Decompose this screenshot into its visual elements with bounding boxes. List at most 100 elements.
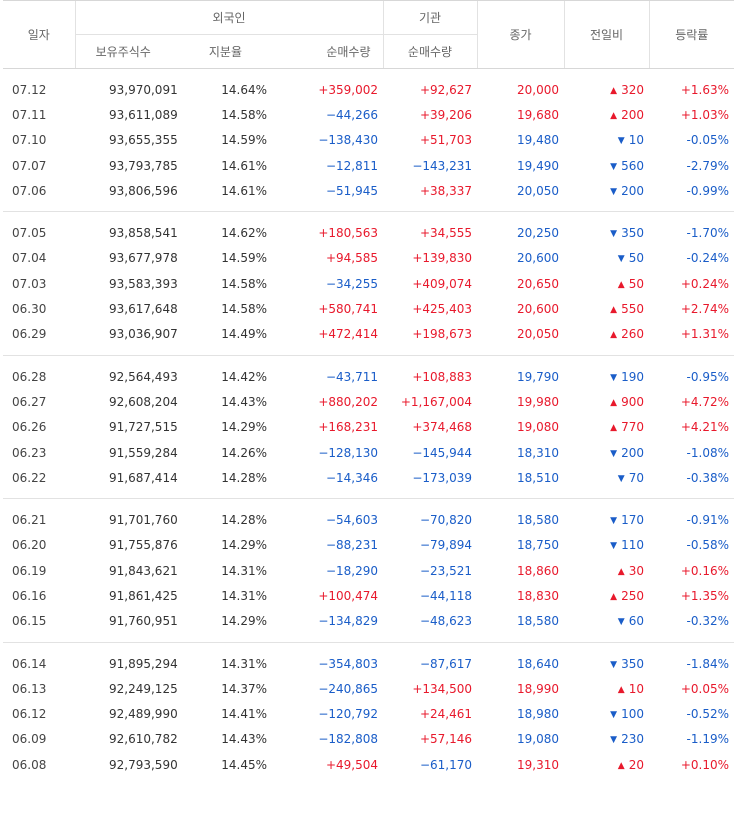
date-cell: 06.29: [12, 327, 47, 342]
ratio-cell: 14.64%: [221, 82, 267, 97]
date-cell: 06.16: [12, 588, 47, 603]
holdings-cell: 92,489,990: [109, 707, 178, 722]
date-cell: 06.26: [12, 420, 47, 435]
rate-cell: -0.38%: [686, 470, 729, 485]
ratio-cell: 14.29%: [221, 538, 267, 553]
rate-cell: +0.16%: [680, 563, 729, 578]
triangle-down-icon: ▼: [610, 448, 618, 459]
ratio-cell: 14.59%: [221, 133, 267, 148]
rate-cell: -0.91%: [686, 513, 729, 528]
header-change: 전일비: [563, 0, 649, 69]
header-rate: 등락률: [648, 0, 734, 69]
change-cell: ▼ 350: [564, 220, 649, 245]
change-value: 230: [621, 732, 644, 747]
change-value: 50: [628, 251, 644, 266]
change-cell: ▲ 250: [564, 583, 649, 608]
table-body: 07.12 93,970,091 14.64% +359,002 +92,627 20,0…: [3, 69, 734, 786]
triangle-up-icon: ▲: [610, 110, 618, 121]
change-value: 770: [621, 420, 644, 435]
date-cell: 07.05: [12, 226, 47, 241]
date-cell: 07.07: [12, 158, 47, 173]
inst-net-cell: −87,617: [419, 656, 472, 671]
date-cell: 07.04: [12, 251, 47, 266]
close-cell: 20,250: [517, 226, 559, 241]
change-cell: ▼ 110: [564, 533, 649, 558]
table-row: 06.14 91,895,294 14.31% −354,803 −87,617 18,6…: [3, 651, 734, 676]
close-cell: 18,980: [517, 707, 559, 722]
rate-cell: -1.19%: [686, 732, 729, 747]
change-cell: ▼ 70: [564, 465, 649, 490]
triangle-down-icon: ▼: [610, 372, 618, 383]
foreign-net-cell: −134,829: [318, 614, 378, 629]
rate-cell: +4.21%: [680, 420, 729, 435]
foreign-net-cell: −12,811: [325, 158, 378, 173]
group-divider: [3, 498, 734, 500]
change-value: 550: [621, 302, 644, 317]
rate-cell: +1.35%: [680, 588, 729, 603]
holdings-cell: 92,610,782: [109, 732, 178, 747]
table-row: 07.11 93,611,089 14.58% −44,266 +39,206 19,68…: [3, 102, 734, 127]
table-row: 06.15 91,760,951 14.29% −134,829 −48,623 18,5…: [3, 609, 734, 634]
table-row: 06.12 92,489,990 14.41% −120,792 +24,461 18,9…: [3, 702, 734, 727]
date-cell: 07.03: [12, 276, 47, 291]
change-cell: ▼ 560: [564, 153, 649, 178]
inst-net-cell: −23,521: [419, 563, 472, 578]
holdings-cell: 92,564,493: [109, 369, 178, 384]
triangle-up-icon: ▲: [617, 760, 625, 771]
close-cell: 20,000: [517, 82, 559, 97]
ratio-cell: 14.58%: [221, 107, 267, 122]
table-row: 06.08 92,793,590 14.45% +49,504 −61,170 19,31…: [3, 752, 734, 777]
date-cell: 06.13: [12, 681, 47, 696]
close-cell: 19,080: [517, 732, 559, 747]
inst-net-cell: −44,118: [419, 588, 472, 603]
date-cell: 06.21: [12, 513, 47, 528]
change-value: 70: [628, 470, 644, 485]
foreign-net-cell: −240,865: [318, 681, 378, 696]
change-value: 50: [628, 276, 644, 291]
close-cell: 19,680: [517, 107, 559, 122]
ratio-cell: 14.29%: [221, 420, 267, 435]
inst-net-cell: +108,883: [412, 369, 472, 384]
holdings-cell: 92,793,590: [109, 757, 178, 772]
ratio-cell: 14.41%: [221, 707, 267, 722]
inst-net-cell: +24,461: [419, 707, 472, 722]
change-cell: ▲ 320: [564, 77, 649, 102]
foreign-net-cell: −354,803: [318, 656, 378, 671]
holdings-cell: 93,036,907: [109, 327, 178, 342]
holdings-cell: 91,559,284: [109, 445, 178, 460]
triangle-up-icon: ▲: [610, 397, 618, 408]
rate-cell: -0.58%: [686, 538, 729, 553]
rate-cell: -1.08%: [686, 445, 729, 460]
ratio-cell: 14.49%: [221, 327, 267, 342]
change-value: 900: [621, 394, 644, 409]
close-cell: 19,980: [517, 394, 559, 409]
ratio-cell: 14.43%: [221, 732, 267, 747]
table-row: 07.07 93,793,785 14.61% −12,811 −143,231 19,4…: [3, 153, 734, 178]
triangle-down-icon: ▼: [610, 541, 618, 552]
change-cell: ▼ 190: [564, 364, 649, 389]
inst-net-cell: +34,555: [419, 226, 472, 241]
triangle-up-icon: ▲: [610, 591, 618, 602]
triangle-down-icon: ▼: [610, 659, 618, 670]
change-value: 170: [621, 513, 644, 528]
holdings-cell: 92,249,125: [109, 681, 178, 696]
close-cell: 18,860: [517, 563, 559, 578]
close-cell: 18,580: [517, 513, 559, 528]
foreign-net-cell: −14,346: [325, 470, 378, 485]
table-row: 06.23 91,559,284 14.26% −128,130 −145,944 18,…: [3, 440, 734, 465]
date-cell: 06.27: [12, 394, 47, 409]
triangle-up-icon: ▲: [617, 279, 625, 290]
close-cell: 18,510: [517, 470, 559, 485]
ratio-cell: 14.61%: [221, 183, 267, 198]
table-row: 06.21 91,701,760 14.28% −54,603 −70,820 18,58…: [3, 507, 734, 532]
holdings-cell: 93,858,541: [109, 226, 178, 241]
rate-cell: -1.70%: [686, 226, 729, 241]
header-inst-net: 순매수량: [382, 34, 477, 69]
table-row: 06.22 91,687,414 14.28% −14,346 −173,039 18,5…: [3, 465, 734, 490]
close-cell: 18,750: [517, 538, 559, 553]
change-value: 100: [621, 707, 644, 722]
change-cell: ▲ 900: [564, 389, 649, 414]
group-divider: [3, 642, 734, 643]
date-cell: 06.20: [12, 538, 47, 553]
foreign-net-cell: −128,130: [318, 445, 378, 460]
